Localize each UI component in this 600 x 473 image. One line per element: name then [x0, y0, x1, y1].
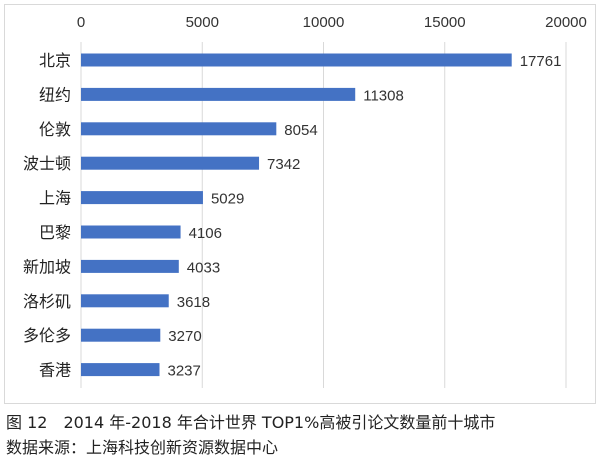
bar [81, 294, 169, 308]
bar [81, 156, 260, 170]
tick-label: 15000 [424, 14, 466, 31]
bar [81, 53, 512, 67]
category-label: 北京 [39, 51, 71, 70]
category-label: 上海 [39, 189, 71, 208]
data-label: 11308 [363, 87, 404, 104]
bar [81, 225, 181, 239]
bar [81, 122, 277, 136]
data-label: 3270 [168, 328, 201, 345]
category-label: 伦敦 [39, 120, 71, 139]
data-label: 17761 [520, 53, 562, 70]
chart-frame [4, 4, 596, 404]
bar [81, 363, 160, 377]
bar [81, 259, 179, 273]
figure-caption: 图 12 2014 年-2018 年合计世界 TOP1%高被引论文数量前十城市 [6, 413, 496, 432]
category-label: 洛杉矶 [23, 292, 71, 311]
category-label: 香港 [39, 361, 71, 380]
tick-label: 0 [77, 14, 85, 31]
data-label: 3237 [167, 363, 200, 380]
tick-label: 20000 [545, 14, 587, 31]
bar [81, 87, 356, 101]
category-label: 巴黎 [39, 223, 71, 242]
data-label: 4106 [189, 225, 222, 242]
data-label: 8054 [284, 122, 317, 139]
bar [81, 328, 161, 342]
category-label: 新加坡 [23, 257, 71, 276]
tick-label: 10000 [303, 14, 345, 31]
category-label: 波士顿 [23, 154, 71, 173]
data-label: 5029 [211, 191, 244, 208]
data-label: 7342 [267, 156, 300, 173]
category-label: 多伦多 [23, 326, 71, 345]
data-source: 数据来源：上海科技创新资源数据中心 [6, 438, 279, 457]
category-label: 纽约 [39, 85, 71, 104]
data-label: 3618 [177, 294, 210, 311]
bar-chart: 0 5000 10000 15000 20000 北京 17761 纽约 11308 伦敦 8054… [23, 14, 587, 388]
data-label: 4033 [187, 259, 220, 276]
tick-label: 5000 [186, 14, 219, 31]
bar [81, 191, 203, 205]
